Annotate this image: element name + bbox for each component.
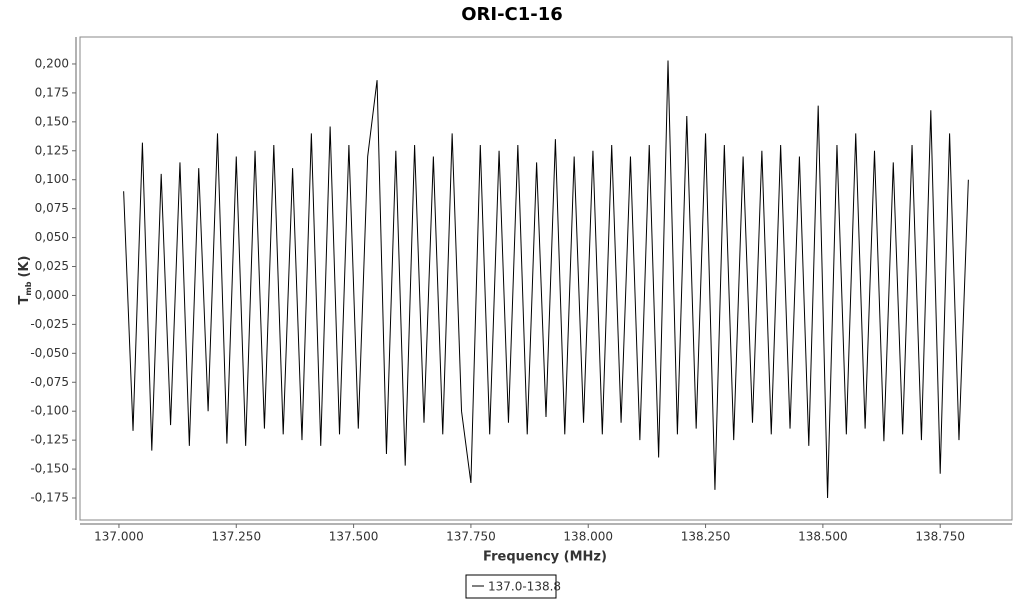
y-tick-label: -0,125 bbox=[30, 433, 69, 447]
y-tick-label: 0,200 bbox=[35, 56, 69, 70]
y-axis-title-text: Tmb (K) bbox=[17, 256, 33, 305]
y-tick-label: 0,000 bbox=[35, 288, 69, 302]
y-title-main: T bbox=[17, 295, 32, 304]
legend: 137.0-138.8 bbox=[465, 574, 561, 599]
x-tick-label: 137.250 bbox=[211, 530, 261, 544]
y-tick-label: -0,075 bbox=[30, 375, 69, 389]
y-tick-label: 0,125 bbox=[35, 143, 69, 157]
y-tick-label: 0,150 bbox=[35, 114, 69, 128]
plot-frame bbox=[79, 36, 1013, 521]
x-tick-label: 138.250 bbox=[681, 530, 731, 544]
legend-label: 137.0-138.8 bbox=[488, 580, 561, 594]
x-tick-label: 137.750 bbox=[446, 530, 496, 544]
y-tick-label: -0,150 bbox=[30, 462, 69, 476]
x-tick-label: 137.500 bbox=[329, 530, 379, 544]
y-tick-label: 0,050 bbox=[35, 230, 69, 244]
y-tick-label: 0,025 bbox=[35, 259, 69, 273]
y-tick-label: -0,100 bbox=[30, 404, 69, 418]
x-tick-label: 138.750 bbox=[915, 530, 965, 544]
y-tick-label: 0,175 bbox=[35, 85, 69, 99]
x-tick-label: 138.000 bbox=[563, 530, 613, 544]
legend-box bbox=[465, 574, 557, 599]
y-tick-label: 0,075 bbox=[35, 201, 69, 215]
y-title-sub: mb bbox=[24, 281, 33, 295]
chart-title: ORI-C1-16 bbox=[461, 4, 563, 25]
x-axis-title: Frequency (MHz) bbox=[483, 550, 607, 565]
x-tick-label: 137.000 bbox=[94, 530, 144, 544]
y-tick-label: 0,100 bbox=[35, 172, 69, 186]
x-tick-label: 138.500 bbox=[798, 530, 848, 544]
y-tick-label: -0,175 bbox=[30, 491, 69, 505]
y-axis-title: Tmb (K) bbox=[17, 256, 33, 305]
y-tick-label: -0,050 bbox=[30, 346, 69, 360]
series-line bbox=[123, 60, 969, 499]
y-tick-label: -0,025 bbox=[30, 317, 69, 331]
y-title-unit: (K) bbox=[17, 256, 32, 278]
